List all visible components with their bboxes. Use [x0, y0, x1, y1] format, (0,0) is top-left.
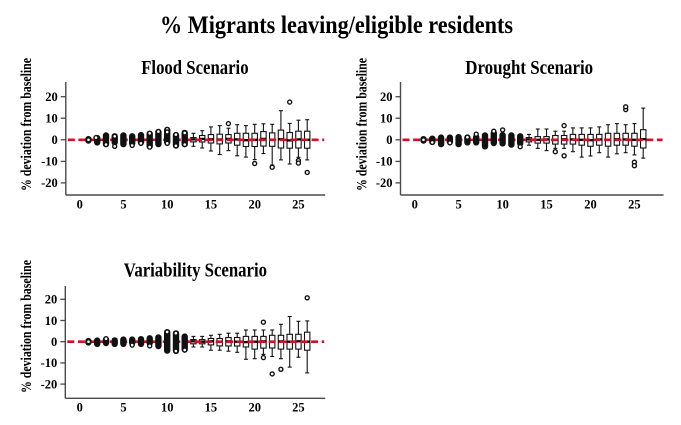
svg-text:% deviation from baseline: % deviation from baseline	[355, 58, 371, 191]
svg-text:25: 25	[292, 400, 305, 414]
svg-text:10: 10	[45, 314, 58, 328]
svg-text:15: 15	[205, 400, 218, 414]
svg-text:-10: -10	[41, 155, 58, 169]
svg-text:-10: -10	[376, 155, 393, 169]
svg-text:0: 0	[51, 335, 57, 349]
svg-text:10: 10	[161, 198, 174, 212]
svg-text:20: 20	[45, 90, 58, 104]
svg-text:0: 0	[77, 400, 83, 414]
svg-text:10: 10	[45, 112, 58, 126]
svg-text:0: 0	[386, 133, 392, 147]
svg-text:-10: -10	[41, 356, 58, 370]
svg-text:5: 5	[120, 198, 126, 212]
svg-text:0: 0	[412, 198, 418, 212]
svg-text:10: 10	[380, 112, 393, 126]
svg-text:10: 10	[496, 198, 509, 212]
svg-text:20: 20	[380, 90, 393, 104]
svg-text:20: 20	[248, 198, 261, 212]
svg-text:15: 15	[540, 198, 553, 212]
svg-text:-20: -20	[41, 176, 58, 190]
svg-text:Variability Scenario: Variability Scenario	[124, 259, 267, 281]
svg-text:5: 5	[455, 198, 461, 212]
svg-text:-20: -20	[41, 377, 58, 391]
svg-text:% Migrants leaving/eligible re: % Migrants leaving/eligible residents	[160, 10, 513, 39]
svg-text:20: 20	[45, 293, 58, 307]
svg-text:% deviation from baseline: % deviation from baseline	[19, 58, 35, 191]
svg-text:5: 5	[120, 400, 126, 414]
svg-text:Drought Scenario: Drought Scenario	[465, 57, 593, 79]
svg-text:10: 10	[161, 400, 174, 414]
svg-text:0: 0	[52, 133, 58, 147]
svg-text:20: 20	[248, 400, 261, 414]
svg-text:25: 25	[628, 198, 641, 212]
svg-text:% deviation from baseline: % deviation from baseline	[19, 260, 35, 393]
svg-text:0: 0	[77, 198, 83, 212]
svg-text:-20: -20	[376, 176, 393, 190]
svg-text:15: 15	[205, 198, 218, 212]
svg-text:20: 20	[584, 198, 597, 212]
svg-text:25: 25	[292, 198, 305, 212]
svg-text:Flood Scenario: Flood Scenario	[141, 57, 248, 79]
